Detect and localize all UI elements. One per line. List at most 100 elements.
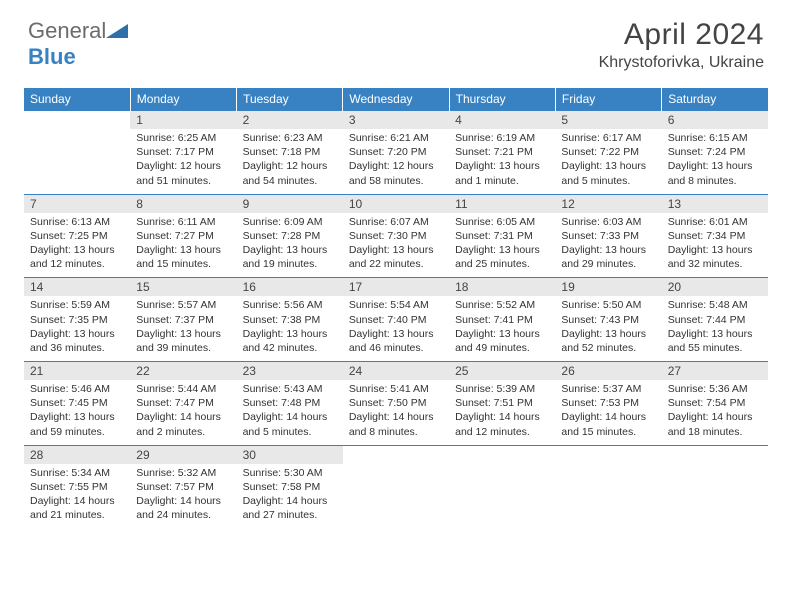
sunrise-text: Sunrise: 6:21 AM [349,131,443,145]
day-info: Sunrise: 6:07 AMSunset: 7:30 PMDaylight:… [343,213,449,278]
day-number: 8 [130,195,236,213]
sunset-text: Sunset: 7:40 PM [349,313,443,327]
weekday-header: Sunday [24,88,130,111]
logo-part1: General [28,18,106,43]
sunset-text: Sunset: 7:18 PM [243,145,337,159]
day-info: Sunrise: 6:25 AMSunset: 7:17 PMDaylight:… [130,129,236,194]
day-info: Sunrise: 6:13 AMSunset: 7:25 PMDaylight:… [24,213,130,278]
day-number [662,446,768,464]
day-number [24,111,130,129]
calendar-day-cell: 4Sunrise: 6:19 AMSunset: 7:21 PMDaylight… [449,111,555,195]
logo-part2: Blue [28,44,76,69]
day-info: Sunrise: 6:15 AMSunset: 7:24 PMDaylight:… [662,129,768,194]
sunset-text: Sunset: 7:31 PM [455,229,549,243]
month-title: April 2024 [599,18,764,52]
day-number: 24 [343,362,449,380]
sunrise-text: Sunrise: 6:25 AM [136,131,230,145]
daylight-text: Daylight: 14 hours and 8 minutes. [349,410,443,438]
daylight-text: Daylight: 13 hours and 39 minutes. [136,327,230,355]
daylight-text: Daylight: 14 hours and 2 minutes. [136,410,230,438]
day-number: 17 [343,278,449,296]
sunrise-text: Sunrise: 5:54 AM [349,298,443,312]
calendar-day-cell: 30Sunrise: 5:30 AMSunset: 7:58 PMDayligh… [237,445,343,528]
calendar-week-row: 1Sunrise: 6:25 AMSunset: 7:17 PMDaylight… [24,111,768,195]
sunrise-text: Sunrise: 5:39 AM [455,382,549,396]
day-number [555,446,661,464]
daylight-text: Daylight: 14 hours and 12 minutes. [455,410,549,438]
calendar-day-cell: 8Sunrise: 6:11 AMSunset: 7:27 PMDaylight… [130,194,236,278]
day-info: Sunrise: 6:23 AMSunset: 7:18 PMDaylight:… [237,129,343,194]
daylight-text: Daylight: 12 hours and 51 minutes. [136,159,230,187]
daylight-text: Daylight: 13 hours and 25 minutes. [455,243,549,271]
daylight-text: Daylight: 13 hours and 1 minute. [455,159,549,187]
daylight-text: Daylight: 14 hours and 18 minutes. [668,410,762,438]
day-number: 20 [662,278,768,296]
daylight-text: Daylight: 14 hours and 27 minutes. [243,494,337,522]
sunset-text: Sunset: 7:20 PM [349,145,443,159]
day-info: Sunrise: 5:36 AMSunset: 7:54 PMDaylight:… [662,380,768,445]
day-info: Sunrise: 6:21 AMSunset: 7:20 PMDaylight:… [343,129,449,194]
sunset-text: Sunset: 7:41 PM [455,313,549,327]
sunset-text: Sunset: 7:55 PM [30,480,124,494]
calendar-day-cell: 19Sunrise: 5:50 AMSunset: 7:43 PMDayligh… [555,278,661,362]
weekday-header-row: SundayMondayTuesdayWednesdayThursdayFrid… [24,88,768,111]
sunrise-text: Sunrise: 6:09 AM [243,215,337,229]
day-number: 25 [449,362,555,380]
day-number: 21 [24,362,130,380]
sunrise-text: Sunrise: 5:36 AM [668,382,762,396]
sunrise-text: Sunrise: 5:50 AM [561,298,655,312]
sunrise-text: Sunrise: 5:30 AM [243,466,337,480]
daylight-text: Daylight: 13 hours and 32 minutes. [668,243,762,271]
sunrise-text: Sunrise: 6:23 AM [243,131,337,145]
sunset-text: Sunset: 7:22 PM [561,145,655,159]
sunset-text: Sunset: 7:47 PM [136,396,230,410]
sunset-text: Sunset: 7:38 PM [243,313,337,327]
daylight-text: Daylight: 13 hours and 19 minutes. [243,243,337,271]
day-info: Sunrise: 5:37 AMSunset: 7:53 PMDaylight:… [555,380,661,445]
calendar-day-cell: 15Sunrise: 5:57 AMSunset: 7:37 PMDayligh… [130,278,236,362]
weekday-header: Tuesday [237,88,343,111]
day-number: 13 [662,195,768,213]
sunset-text: Sunset: 7:57 PM [136,480,230,494]
calendar-day-cell: 2Sunrise: 6:23 AMSunset: 7:18 PMDaylight… [237,111,343,195]
calendar-week-row: 28Sunrise: 5:34 AMSunset: 7:55 PMDayligh… [24,445,768,528]
calendar-day-cell: 9Sunrise: 6:09 AMSunset: 7:28 PMDaylight… [237,194,343,278]
sunset-text: Sunset: 7:17 PM [136,145,230,159]
sunrise-text: Sunrise: 5:59 AM [30,298,124,312]
daylight-text: Daylight: 13 hours and 12 minutes. [30,243,124,271]
sunset-text: Sunset: 7:24 PM [668,145,762,159]
sunrise-text: Sunrise: 6:15 AM [668,131,762,145]
sunrise-text: Sunrise: 6:19 AM [455,131,549,145]
day-number: 7 [24,195,130,213]
day-number: 9 [237,195,343,213]
daylight-text: Daylight: 12 hours and 58 minutes. [349,159,443,187]
day-number: 18 [449,278,555,296]
calendar-day-cell [343,445,449,528]
day-info: Sunrise: 5:59 AMSunset: 7:35 PMDaylight:… [24,296,130,361]
day-info: Sunrise: 5:41 AMSunset: 7:50 PMDaylight:… [343,380,449,445]
day-info: Sunrise: 6:19 AMSunset: 7:21 PMDaylight:… [449,129,555,194]
daylight-text: Daylight: 13 hours and 15 minutes. [136,243,230,271]
daylight-text: Daylight: 13 hours and 8 minutes. [668,159,762,187]
calendar-day-cell: 22Sunrise: 5:44 AMSunset: 7:47 PMDayligh… [130,362,236,446]
day-number: 5 [555,111,661,129]
sunset-text: Sunset: 7:44 PM [668,313,762,327]
day-number: 1 [130,111,236,129]
calendar-day-cell: 29Sunrise: 5:32 AMSunset: 7:57 PMDayligh… [130,445,236,528]
sunset-text: Sunset: 7:37 PM [136,313,230,327]
calendar-day-cell: 5Sunrise: 6:17 AMSunset: 7:22 PMDaylight… [555,111,661,195]
sunset-text: Sunset: 7:54 PM [668,396,762,410]
calendar-day-cell: 12Sunrise: 6:03 AMSunset: 7:33 PMDayligh… [555,194,661,278]
daylight-text: Daylight: 13 hours and 49 minutes. [455,327,549,355]
day-number: 30 [237,446,343,464]
sunrise-text: Sunrise: 6:07 AM [349,215,443,229]
sunrise-text: Sunrise: 6:17 AM [561,131,655,145]
sunrise-text: Sunrise: 5:48 AM [668,298,762,312]
day-number: 27 [662,362,768,380]
sunrise-text: Sunrise: 6:05 AM [455,215,549,229]
calendar-day-cell: 27Sunrise: 5:36 AMSunset: 7:54 PMDayligh… [662,362,768,446]
weekday-header: Friday [555,88,661,111]
sunset-text: Sunset: 7:53 PM [561,396,655,410]
day-info: Sunrise: 5:34 AMSunset: 7:55 PMDaylight:… [24,464,130,529]
daylight-text: Daylight: 14 hours and 15 minutes. [561,410,655,438]
